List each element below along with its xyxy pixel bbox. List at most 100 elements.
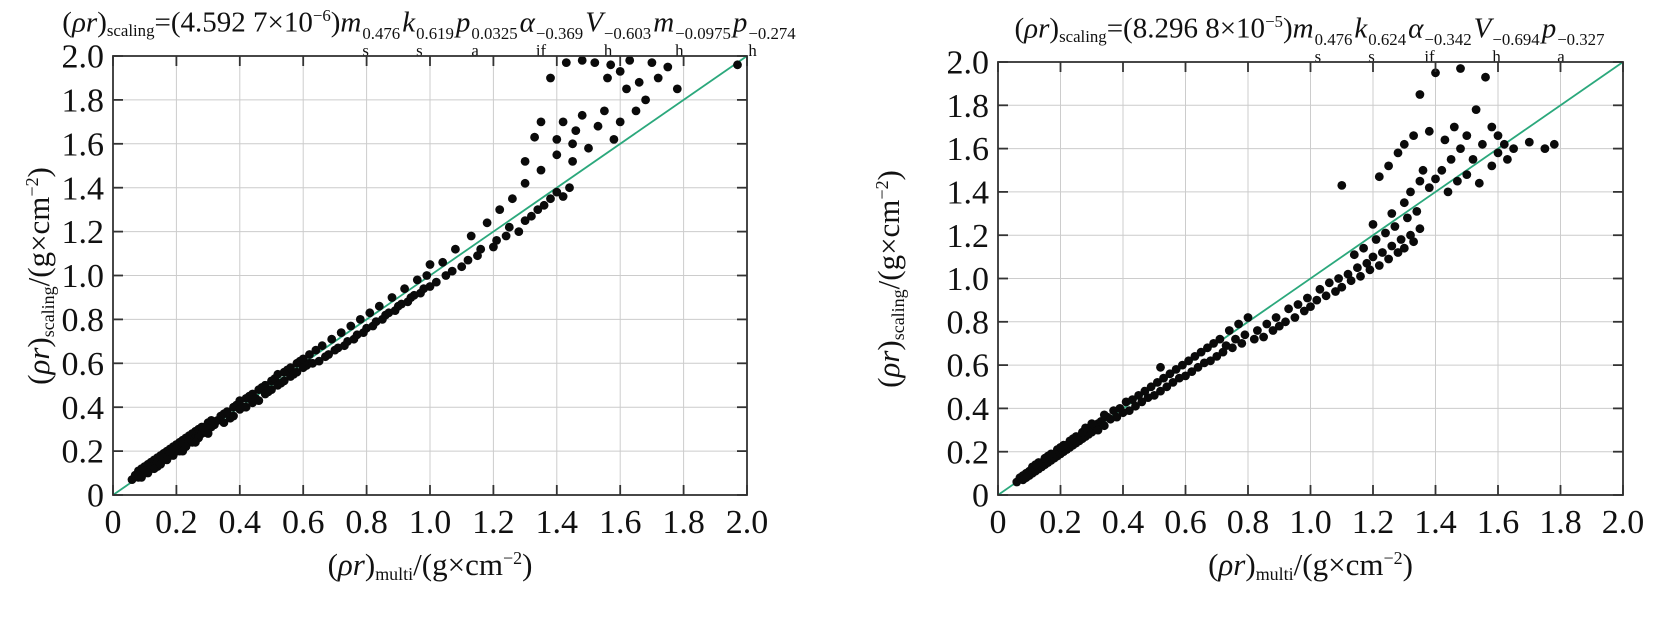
- formula-token: −2: [1383, 547, 1403, 568]
- x-tick-label: 2.0: [726, 504, 769, 541]
- chart-title-formula: (ρr)scaling=(8.296 8×10−5)m 0.476 s k 0.624 s…: [1015, 12, 1607, 65]
- data-point: [520, 157, 530, 166]
- formula-sup-sub: −0.327 a: [1557, 30, 1605, 67]
- formula-token: (: [1208, 547, 1219, 582]
- data-point: [1346, 276, 1356, 286]
- data-point: [1303, 293, 1312, 303]
- data-point: [1412, 207, 1422, 216]
- data-point: [552, 135, 562, 144]
- formula-sup-sub: −0.274 h: [748, 24, 796, 61]
- data-point: [1403, 213, 1412, 223]
- formula-token: ρr: [1218, 547, 1246, 582]
- data-point: [431, 277, 441, 287]
- data-point: [1409, 131, 1418, 141]
- formula-token: ): [1049, 12, 1060, 45]
- formula-variable: α: [519, 6, 535, 39]
- data-point: [425, 260, 435, 269]
- y-tick-label: 1.4: [947, 174, 990, 211]
- data-point: [317, 341, 327, 351]
- data-point: [609, 135, 619, 144]
- x-tick-label: 1.0: [1289, 504, 1332, 541]
- data-point: [600, 106, 609, 116]
- data-point: [577, 110, 587, 120]
- y-tick-label: 0: [87, 478, 104, 515]
- formula-token: −6: [312, 6, 331, 25]
- data-point: [1368, 252, 1378, 262]
- data-point: [1424, 126, 1434, 136]
- formula-token: scaling: [106, 21, 155, 41]
- data-point: [222, 407, 232, 416]
- data-point: [1474, 178, 1484, 188]
- data-point: [663, 62, 673, 72]
- scatter-plot-svg: 0 0.2 0.4 0.6 0.8 1.0 1.2 1.4 1.6 1.8 2.000.20.40.…: [947, 45, 1645, 541]
- data-point: [1271, 313, 1281, 322]
- data-point: [1099, 421, 1109, 431]
- x-tick-label: 1.8: [662, 504, 705, 541]
- x-tick-label: 1.6: [1477, 504, 1520, 541]
- data-point: [1449, 122, 1459, 132]
- data-point: [590, 58, 600, 67]
- data-point: [1393, 248, 1403, 257]
- data-point: [374, 301, 384, 311]
- data-point: [1399, 243, 1409, 253]
- formula-token: ρr: [1024, 12, 1050, 45]
- data-point: [1549, 139, 1559, 149]
- data-point: [1331, 287, 1340, 296]
- formula-variable: p: [455, 6, 471, 39]
- data-point: [552, 187, 562, 197]
- data-point: [552, 150, 562, 160]
- data-point: [1359, 243, 1368, 253]
- y-tick-label: 2.0: [62, 39, 105, 76]
- y-tick-label: 0.2: [62, 434, 105, 471]
- formula-sup-sub: 0.0325 a: [471, 24, 518, 61]
- data-point: [1487, 122, 1497, 132]
- data-point: [1356, 271, 1365, 281]
- formula-token: ): [364, 547, 376, 582]
- data-point: [1243, 313, 1253, 322]
- data-point: [1440, 135, 1450, 145]
- formula-sup-sub: 0.476 s: [1314, 30, 1353, 67]
- formula-token: multi: [375, 564, 414, 585]
- formula-token: ): [1402, 547, 1413, 582]
- data-point: [1196, 347, 1206, 357]
- data-point: [1493, 131, 1503, 141]
- data-point: [476, 244, 486, 254]
- data-point: [1399, 139, 1409, 149]
- data-point: [387, 293, 397, 302]
- data-point: [615, 67, 625, 76]
- formula-variable: m: [653, 6, 675, 39]
- data-point: [1268, 326, 1278, 335]
- data-point: [1240, 330, 1250, 340]
- data-point: [254, 396, 264, 405]
- x-tick-label: 0.2: [1039, 504, 1082, 541]
- y-tick-labels: 0 0.2 0.4 0.6 0.8 1.0 1.2 1.4 1.6 1.8 2.0: [947, 45, 990, 515]
- y-tick-label: 1.0: [947, 261, 990, 298]
- data-point: [539, 200, 549, 210]
- formula-token: −5: [1265, 12, 1283, 31]
- data-point: [1171, 365, 1181, 374]
- data-point: [1253, 326, 1262, 335]
- chart-left: (ρr)scaling=(4.592 7×10−6)m 0.476 s k 0.619 s…: [0, 0, 836, 619]
- formula-sup-sub: −0.0975 h: [675, 24, 731, 61]
- formula-token: ): [1282, 12, 1293, 45]
- data-point: [162, 455, 172, 465]
- data-point: [1281, 317, 1290, 327]
- data-point: [653, 73, 663, 83]
- formula-variable: k: [1354, 12, 1368, 45]
- data-point: [615, 117, 625, 127]
- x-tick-label: 0.6: [282, 504, 325, 541]
- data-point: [229, 411, 238, 421]
- data-point: [178, 446, 188, 456]
- data-point: [1178, 360, 1187, 370]
- data-point: [1321, 291, 1331, 301]
- formula-token: (: [62, 6, 72, 39]
- x-tick-label: 0.4: [219, 504, 262, 541]
- data-point: [1443, 187, 1453, 197]
- data-point: [571, 126, 581, 135]
- data-point: [1209, 339, 1218, 348]
- data-point: [422, 271, 432, 280]
- data-point: [1043, 451, 1053, 461]
- formula-variable: V: [585, 6, 603, 39]
- data-point: [1415, 176, 1425, 186]
- data-point: [1487, 161, 1497, 171]
